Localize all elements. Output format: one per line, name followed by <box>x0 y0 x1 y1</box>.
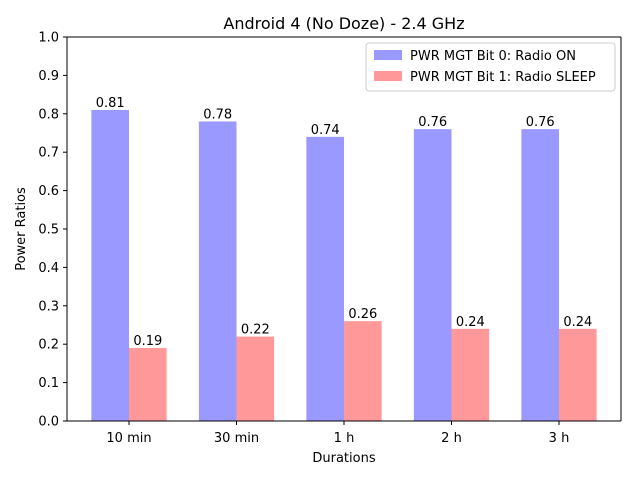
bar-value-label: 0.24 <box>456 315 485 330</box>
bar-series1-4 <box>559 328 597 421</box>
x-tick-label: 2 h <box>441 431 462 446</box>
x-axis-label: Durations <box>312 451 375 466</box>
y-tick-label: 0.1 <box>38 376 59 391</box>
bar-series1-0 <box>129 348 167 421</box>
legend-label: PWR MGT Bit 1: Radio SLEEP <box>410 70 596 85</box>
y-axis-label: Power Ratios <box>14 187 29 271</box>
y-tick-label: 0.6 <box>38 184 59 199</box>
y-tick-label: 0.4 <box>38 261 59 276</box>
bar-value-label: 0.76 <box>418 115 447 130</box>
x-tick-label: 1 h <box>334 431 355 446</box>
legend-swatch-series1 <box>374 71 402 81</box>
y-tick-label: 0.9 <box>38 69 59 84</box>
bar-series0-0 <box>91 109 129 422</box>
y-tick-label: 0.5 <box>38 223 59 238</box>
bar-series0-1 <box>198 121 237 421</box>
bar-value-label: 0.26 <box>348 307 377 322</box>
legend-label: PWR MGT Bit 0: Radio ON <box>410 49 576 64</box>
x-tick-label: 3 h <box>549 431 570 446</box>
x-tick-label: 30 min <box>214 431 259 446</box>
y-tick-label: 1.0 <box>38 31 59 46</box>
bar-series1-3 <box>451 328 490 421</box>
bar-value-label: 0.22 <box>241 323 270 338</box>
bar-series1-2 <box>344 321 382 421</box>
y-tick-label: 0.2 <box>38 338 59 353</box>
bar-value-label: 0.19 <box>133 334 162 349</box>
bar-series0-3 <box>413 129 452 421</box>
y-tick-label: 0.0 <box>38 415 59 430</box>
bar-series1-1 <box>236 336 275 421</box>
bar-value-label: 0.78 <box>203 107 232 122</box>
legend-swatch-series0 <box>374 50 402 60</box>
bar-value-label: 0.76 <box>526 115 555 130</box>
legend: PWR MGT Bit 0: Radio ON PWR MGT Bit 1: Ra… <box>365 42 616 92</box>
y-tick-label: 0.8 <box>38 107 59 122</box>
bar-value-label: 0.81 <box>96 96 125 111</box>
plot-area: 0.81 0.78 0.74 0.76 0.76 0.19 0.22 0.26 0.24 0.24… <box>38 31 622 446</box>
y-tick-label: 0.3 <box>38 299 59 314</box>
y-tick-label: 0.7 <box>38 146 59 161</box>
bar-series0-2 <box>306 136 344 421</box>
chart-title: Android 4 (No Doze) - 2.4 GHz <box>223 14 464 33</box>
bar-value-label: 0.24 <box>563 315 592 330</box>
bar-value-label: 0.74 <box>311 123 340 138</box>
legend-box <box>365 42 616 92</box>
x-tick-label: 10 min <box>106 431 151 446</box>
bar-series0-4 <box>521 129 559 421</box>
